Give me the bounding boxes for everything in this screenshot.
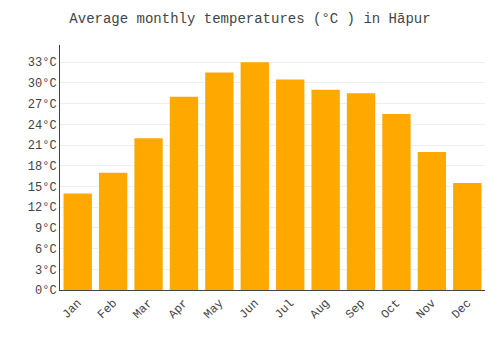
svg-text:Jan: Jan — [60, 297, 85, 322]
svg-text:Jul: Jul — [272, 297, 297, 322]
svg-text:18°C: 18°C — [28, 160, 57, 174]
svg-text:6°C: 6°C — [35, 243, 57, 257]
svg-text:21°C: 21°C — [28, 139, 57, 153]
svg-text:15°C: 15°C — [28, 181, 57, 195]
svg-text:Mar: Mar — [130, 297, 155, 322]
svg-text:0°C: 0°C — [35, 284, 57, 298]
svg-text:27°C: 27°C — [28, 98, 57, 112]
svg-text:Jun: Jun — [237, 297, 262, 322]
svg-text:33°C: 33°C — [28, 56, 57, 70]
svg-text:3°C: 3°C — [35, 264, 57, 278]
svg-text:May: May — [201, 297, 226, 322]
svg-text:12°C: 12°C — [28, 201, 57, 215]
svg-text:Sep: Sep — [343, 297, 368, 322]
svg-text:Dec: Dec — [449, 297, 474, 322]
svg-text:Average monthly temperatures (: Average monthly temperatures (°C ) in Hā… — [69, 11, 430, 27]
svg-text:Aug: Aug — [308, 297, 333, 322]
svg-text:Nov: Nov — [414, 297, 439, 322]
svg-text:Apr: Apr — [166, 297, 191, 322]
svg-text:Oct: Oct — [378, 297, 403, 322]
svg-text:Feb: Feb — [95, 297, 120, 322]
svg-text:30°C: 30°C — [28, 77, 57, 91]
svg-text:9°C: 9°C — [35, 222, 57, 236]
svg-text:24°C: 24°C — [28, 119, 57, 133]
